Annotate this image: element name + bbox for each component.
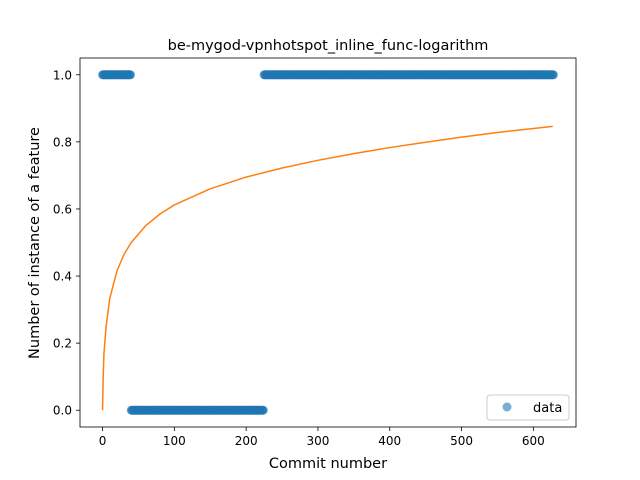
plot-area	[79, 57, 577, 428]
data-point	[548, 70, 558, 80]
x-axis-label: Commit number	[269, 456, 387, 472]
data-point	[258, 405, 268, 415]
x-tick-label: 300	[306, 434, 329, 448]
legend: data	[486, 394, 570, 421]
y-tick-label: 0.8	[53, 135, 72, 149]
x-tick-label: 600	[522, 434, 545, 448]
y-axis-label: Number of instance of a feature	[27, 127, 43, 359]
legend-marker	[502, 402, 512, 412]
x-tick-label: 200	[235, 434, 258, 448]
axes-frame	[79, 57, 577, 428]
y-tick-label: 0.6	[53, 202, 72, 216]
series-data-points	[98, 70, 558, 415]
y-tick-label: 0.0	[53, 404, 72, 418]
legend-label: data	[533, 401, 562, 416]
x-axis-ticks: 0 100 200 300 400 500 600	[99, 427, 545, 448]
data-point	[126, 70, 136, 80]
x-tick-label: 500	[450, 434, 473, 448]
y-axis-ticks: 0.0 0.2 0.4 0.6 0.8 1.0	[53, 68, 80, 418]
y-tick-label: 1.0	[53, 68, 72, 82]
legend-frame	[486, 394, 570, 421]
chart-title: be-mygod-vpnhotspot_inline_func-logarith…	[168, 38, 489, 54]
x-tick-label: 100	[163, 434, 186, 448]
x-tick-label: 0	[99, 434, 107, 448]
y-tick-label: 0.2	[53, 337, 72, 351]
y-tick-label: 0.4	[53, 270, 72, 284]
x-tick-label: 400	[378, 434, 401, 448]
fit-line	[101, 125, 553, 411]
